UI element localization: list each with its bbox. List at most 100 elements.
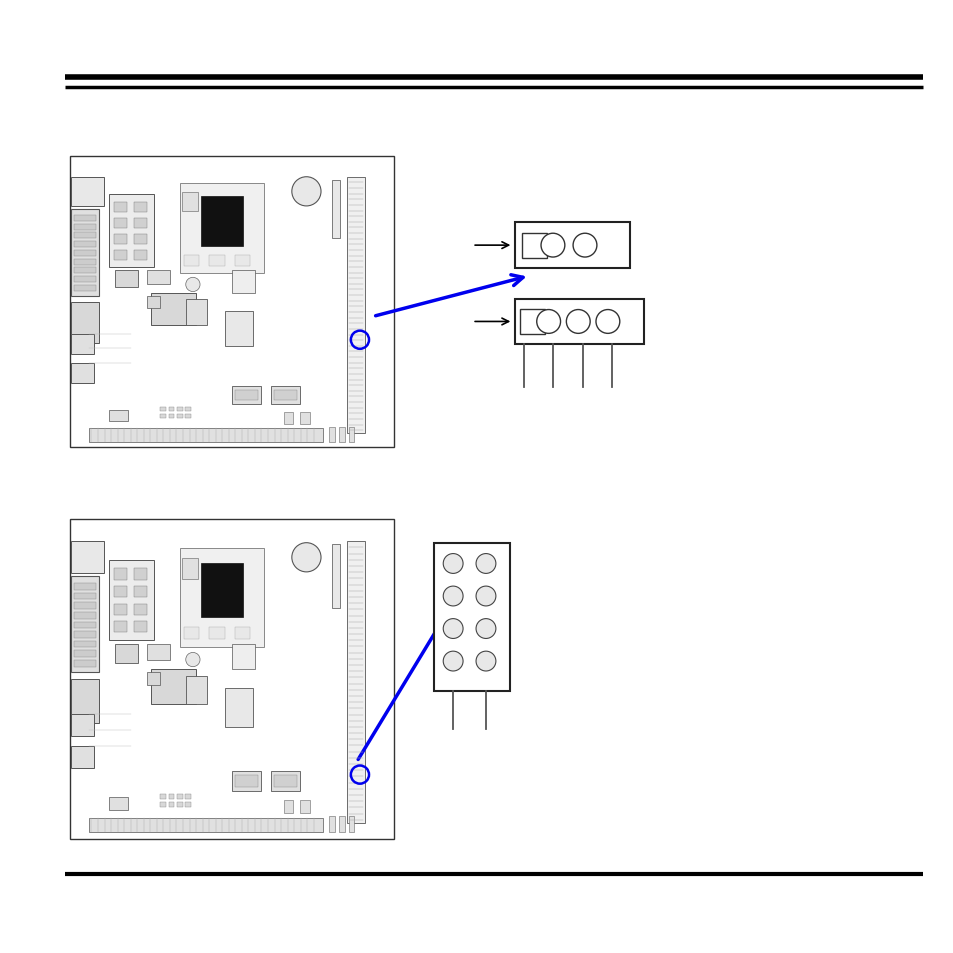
Bar: [232, 644, 254, 669]
Bar: [114, 218, 127, 229]
Bar: [74, 593, 96, 599]
Bar: [176, 801, 182, 806]
Bar: [151, 669, 196, 704]
Bar: [180, 183, 264, 274]
Bar: [74, 286, 96, 292]
Bar: [134, 586, 147, 598]
Bar: [74, 660, 96, 667]
Bar: [271, 387, 299, 404]
Bar: [74, 602, 96, 609]
Bar: [176, 415, 182, 419]
Bar: [71, 746, 93, 768]
Bar: [234, 776, 258, 787]
Bar: [234, 627, 250, 639]
Bar: [274, 391, 296, 401]
Bar: [232, 772, 261, 791]
Bar: [225, 689, 253, 727]
Bar: [74, 242, 96, 248]
Bar: [521, 233, 547, 258]
Bar: [71, 210, 99, 296]
Bar: [201, 197, 243, 247]
Bar: [176, 794, 182, 799]
Bar: [169, 794, 174, 799]
Bar: [109, 561, 153, 640]
Bar: [148, 296, 160, 309]
Bar: [184, 255, 199, 266]
Circle shape: [443, 619, 462, 639]
Circle shape: [443, 586, 462, 606]
Bar: [74, 259, 96, 265]
Bar: [201, 563, 243, 618]
Bar: [169, 415, 174, 419]
Bar: [186, 676, 208, 704]
Bar: [347, 541, 364, 822]
Bar: [74, 583, 96, 590]
Bar: [89, 818, 322, 832]
Bar: [134, 621, 147, 633]
Bar: [347, 177, 364, 434]
Bar: [134, 604, 147, 616]
Bar: [74, 622, 96, 629]
Bar: [182, 193, 197, 213]
Bar: [271, 772, 299, 791]
Bar: [232, 387, 261, 404]
Bar: [169, 407, 174, 412]
Bar: [160, 407, 166, 412]
Bar: [109, 195, 153, 268]
Circle shape: [443, 652, 462, 671]
Circle shape: [573, 234, 597, 257]
Circle shape: [186, 653, 200, 667]
Bar: [299, 801, 310, 813]
Bar: [182, 558, 197, 579]
Bar: [114, 202, 127, 213]
Bar: [329, 817, 335, 832]
Bar: [348, 428, 355, 442]
Circle shape: [537, 311, 560, 334]
Circle shape: [292, 543, 320, 572]
Bar: [89, 429, 322, 442]
Circle shape: [476, 652, 496, 671]
Bar: [274, 776, 296, 787]
Bar: [109, 410, 128, 422]
Bar: [70, 519, 394, 839]
Bar: [151, 294, 196, 326]
Bar: [185, 407, 191, 412]
Bar: [71, 177, 104, 207]
Circle shape: [476, 554, 496, 574]
Bar: [109, 797, 128, 810]
Bar: [283, 413, 294, 425]
Bar: [115, 644, 137, 663]
Bar: [148, 271, 170, 285]
Bar: [74, 233, 96, 239]
Bar: [114, 604, 127, 616]
Bar: [74, 224, 96, 231]
Circle shape: [476, 619, 496, 639]
Bar: [71, 541, 104, 574]
Bar: [160, 801, 166, 806]
Bar: [71, 679, 99, 723]
Circle shape: [292, 177, 320, 207]
Circle shape: [540, 234, 564, 257]
Bar: [74, 268, 96, 274]
Bar: [332, 180, 340, 238]
Bar: [114, 586, 127, 598]
Bar: [74, 251, 96, 256]
Bar: [515, 223, 629, 269]
Bar: [434, 543, 510, 691]
Bar: [283, 801, 294, 813]
Bar: [114, 569, 127, 580]
Bar: [185, 801, 191, 806]
Bar: [176, 407, 182, 412]
Bar: [148, 673, 160, 685]
Bar: [234, 255, 250, 266]
Bar: [210, 255, 224, 266]
Bar: [114, 621, 127, 633]
Bar: [148, 644, 170, 659]
Bar: [338, 428, 344, 442]
Circle shape: [186, 278, 200, 293]
Bar: [74, 276, 96, 283]
Bar: [515, 299, 643, 345]
Circle shape: [566, 311, 590, 334]
Bar: [71, 303, 99, 343]
Bar: [519, 310, 545, 335]
